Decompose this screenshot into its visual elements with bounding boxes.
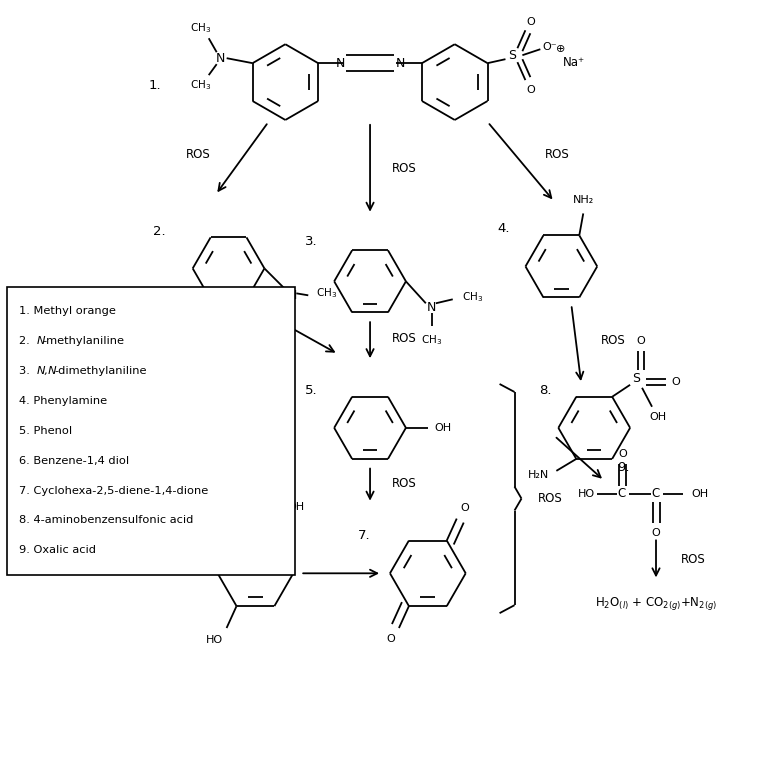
Text: $\mathregular{CH_3}$: $\mathregular{CH_3}$ xyxy=(422,333,442,347)
Text: 5. Phenol: 5. Phenol xyxy=(19,426,73,436)
Text: 7.: 7. xyxy=(358,529,371,542)
Text: 9. Oxalic acid: 9. Oxalic acid xyxy=(19,545,96,555)
Text: HO: HO xyxy=(578,489,595,499)
Text: 6. Benzene-1,4 diol: 6. Benzene-1,4 diol xyxy=(19,456,129,466)
Text: OH: OH xyxy=(649,411,666,422)
Text: OH: OH xyxy=(435,423,451,433)
Text: N: N xyxy=(427,301,437,314)
Text: 9.: 9. xyxy=(617,461,630,474)
Text: S: S xyxy=(632,372,640,385)
Text: O: O xyxy=(636,336,646,346)
Text: $\mathregular{CH_3}$: $\mathregular{CH_3}$ xyxy=(316,286,337,300)
Text: ROS: ROS xyxy=(186,149,210,162)
Text: ROS: ROS xyxy=(256,319,280,332)
Text: OH: OH xyxy=(691,489,708,499)
Text: ROS: ROS xyxy=(545,149,569,162)
Text: 4. Phenylamine: 4. Phenylamine xyxy=(19,396,107,406)
Text: 3.: 3. xyxy=(19,366,34,376)
Text: S: S xyxy=(509,49,516,62)
Text: O: O xyxy=(386,634,396,644)
FancyBboxPatch shape xyxy=(8,287,295,575)
Text: O: O xyxy=(526,85,535,95)
Text: Na⁺: Na⁺ xyxy=(563,56,585,69)
Text: ROS: ROS xyxy=(392,332,417,345)
Text: N,N: N,N xyxy=(37,366,57,376)
Text: O⁻: O⁻ xyxy=(542,42,557,52)
Text: 5.: 5. xyxy=(305,385,318,398)
Text: H$_2$O$_{(l)}$ + CO$_{2(g)}$+N$_{2(g)}$: H$_2$O$_{(l)}$ + CO$_{2(g)}$+N$_{2(g)}$ xyxy=(595,594,717,612)
Text: N: N xyxy=(216,51,226,64)
Text: HO: HO xyxy=(206,635,223,645)
Text: 8. 4-aminobenzensulfonic acid: 8. 4-aminobenzensulfonic acid xyxy=(19,516,194,525)
Text: C: C xyxy=(617,487,625,500)
Text: NH₂: NH₂ xyxy=(573,195,594,205)
Text: 1. Methyl orange: 1. Methyl orange xyxy=(19,306,116,316)
Text: H: H xyxy=(280,306,288,316)
Text: -methylaniline: -methylaniline xyxy=(42,336,125,346)
Text: H₂N: H₂N xyxy=(528,470,549,480)
Text: OH: OH xyxy=(288,502,305,512)
Text: 2.: 2. xyxy=(19,336,34,346)
Text: 3.: 3. xyxy=(305,235,318,248)
Text: O: O xyxy=(672,377,680,387)
Text: -dimethylaniline: -dimethylaniline xyxy=(54,366,146,376)
Text: 1.: 1. xyxy=(149,79,161,92)
Text: N: N xyxy=(37,336,45,346)
Text: N: N xyxy=(288,289,297,302)
Text: $\mathregular{CH_3}$: $\mathregular{CH_3}$ xyxy=(462,290,483,304)
Text: ROS: ROS xyxy=(681,553,705,566)
Text: 7. Cyclohexa-2,5-diene-1,4-dione: 7. Cyclohexa-2,5-diene-1,4-dione xyxy=(19,486,209,496)
Text: O: O xyxy=(526,18,535,28)
Text: O: O xyxy=(461,502,469,512)
Text: $\mathregular{CH_3}$: $\mathregular{CH_3}$ xyxy=(190,21,211,35)
Text: N: N xyxy=(335,57,345,70)
Text: 4.: 4. xyxy=(497,222,510,235)
Text: ⊕: ⊕ xyxy=(555,44,565,54)
Text: ROS: ROS xyxy=(538,492,562,505)
Text: $\mathregular{CH_3}$: $\mathregular{CH_3}$ xyxy=(190,78,211,92)
Text: N: N xyxy=(396,57,405,70)
Text: ROS: ROS xyxy=(392,162,417,175)
Text: C: C xyxy=(651,487,659,500)
Text: O: O xyxy=(619,449,627,459)
Text: 2.: 2. xyxy=(153,225,165,238)
Text: ROS: ROS xyxy=(392,477,417,490)
Text: 6.: 6. xyxy=(176,529,188,542)
Text: O: O xyxy=(652,529,660,538)
Text: ROS: ROS xyxy=(601,334,626,347)
Text: 8.: 8. xyxy=(539,385,552,398)
